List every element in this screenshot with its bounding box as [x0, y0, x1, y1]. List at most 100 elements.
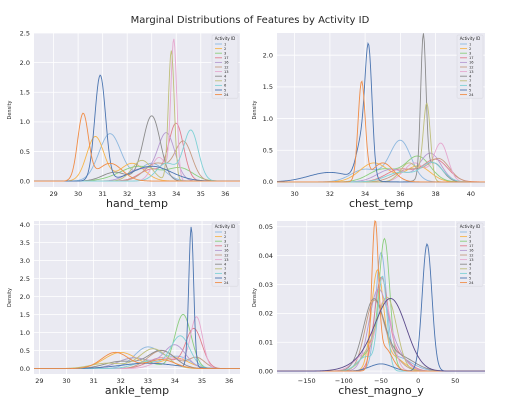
legend-entry: 2: [224, 47, 226, 51]
legend-entry: 24: [469, 93, 474, 97]
legend-entry: 3: [469, 52, 471, 56]
series-line-unlabeled: [277, 298, 485, 372]
legend-entry: 12: [469, 253, 474, 257]
x-tick-label: 30: [62, 377, 70, 385]
legend-entry: 4: [224, 75, 227, 79]
series-line-24: [34, 351, 240, 370]
legend-entry: 5: [224, 88, 226, 92]
y-tick-label: 0.5: [20, 148, 30, 156]
x-tick-label: 32: [117, 377, 125, 385]
legend-entry: 1: [469, 42, 471, 46]
legend-entry: 3: [469, 240, 471, 244]
legend-entry: 7: [224, 267, 226, 271]
x-tick-label: −150: [298, 377, 316, 385]
y-tick-label: 1.0: [20, 118, 30, 126]
x-tick-label: 35: [198, 377, 206, 385]
x-tick-label: 34: [361, 190, 369, 198]
panels-group: 29 30 31 32 33 34 35 360.00.51.01.52.02.5Densit…: [7, 29, 485, 397]
x-tick-label: 29: [49, 190, 57, 198]
legend-entry: 24: [469, 281, 474, 285]
legend-entry: 2: [469, 235, 471, 239]
legend-entry: 4: [469, 263, 472, 267]
legend-entry: 13: [224, 70, 229, 74]
legend-entry: 16: [469, 61, 474, 65]
y-axis-label: Density: [252, 288, 258, 307]
legend-entry: 7: [224, 79, 226, 83]
y-tick-label: 1.5: [20, 311, 30, 319]
x-tick-label: 32: [326, 190, 334, 198]
x-axis-label: chest_temp: [349, 197, 413, 210]
legend-entry: 1: [224, 230, 226, 234]
y-tick-label: 0.04: [259, 252, 273, 260]
legend-entry: 6: [469, 84, 472, 88]
y-tick-label: 3.5: [20, 239, 30, 247]
y-tick-label: 2.0: [20, 59, 30, 67]
legend-entry: 24: [224, 93, 229, 97]
legend-entry: 5: [469, 276, 471, 280]
y-tick-label: 4.0: [20, 221, 30, 229]
y-tick-label: 1.0: [263, 115, 273, 123]
y-tick-label: 3.0: [20, 257, 30, 265]
y-axis-label: Density: [7, 100, 13, 119]
legend-entry: 4: [224, 263, 227, 267]
panel-bottom-left: 29 30 31 32 33 34 35 360.00.51.01.52.02.53.03.5…: [7, 221, 240, 397]
legend-entry: 24: [224, 281, 229, 285]
series-line-24: [34, 112, 240, 182]
panel-top-left: 29 30 31 32 33 34 35 360.00.51.01.52.02.5Densit…: [7, 29, 240, 210]
x-tick-label: 50: [451, 377, 459, 385]
legend-entry: 7: [469, 267, 471, 271]
legend-entry: 12: [224, 253, 229, 257]
legend-entry: 17: [469, 56, 474, 60]
legend-entry: 2: [224, 235, 226, 239]
y-tick-label: 2.5: [20, 29, 30, 37]
y-tick-label: 0.01: [259, 339, 273, 347]
legend-entry: 7: [469, 79, 471, 83]
y-tick-label: 0.00: [259, 367, 273, 375]
legend-entry: 16: [224, 61, 229, 65]
legend-entry: 17: [469, 244, 474, 248]
x-tick-label: 30: [290, 190, 298, 198]
x-tick-label: 33: [148, 190, 156, 198]
x-axis-label: ankle_temp: [105, 384, 169, 397]
legend-entry: 1: [224, 42, 226, 46]
y-tick-label: 1.0: [20, 329, 30, 337]
figure-title: Marginal Distributions of Features by Ac…: [131, 15, 370, 26]
legend-entry: 3: [224, 240, 226, 244]
series-line-24: [277, 80, 485, 183]
legend-entry: 12: [469, 65, 474, 69]
legend-entry: 1: [469, 230, 471, 234]
plot-area: [34, 33, 240, 187]
y-tick-label: 2.0: [263, 51, 273, 59]
x-tick-label: 36: [225, 377, 233, 385]
legend-entry: 16: [224, 249, 229, 253]
legend-title: Activity ID: [460, 224, 481, 229]
x-axis-label: hand_temp: [106, 197, 168, 210]
y-tick-label: 0.0: [20, 177, 30, 185]
x-tick-label: −100: [335, 377, 353, 385]
x-tick-label: 29: [35, 377, 43, 385]
x-tick-label: 31: [99, 190, 107, 198]
x-tick-label: 38: [432, 190, 440, 198]
legend-entry: 17: [224, 244, 229, 248]
panel-bottom-right: −150 −100 −50 0 50 0.00 0.01 0.02 0.03 0.04 0.05 De…: [252, 220, 485, 397]
y-tick-label: 2.0: [20, 293, 30, 301]
y-tick-label: 2.5: [20, 275, 30, 283]
plot-area: [277, 33, 485, 187]
x-tick-label: −50: [374, 377, 388, 385]
legend-entry: 6: [469, 272, 472, 276]
y-tick-label: 0.05: [259, 223, 273, 231]
legend-title: Activity ID: [460, 36, 481, 41]
y-tick-label: 0.0: [20, 365, 30, 373]
x-tick-label: 30: [74, 190, 82, 198]
legend-entry: 6: [224, 272, 227, 276]
y-axis-label: Density: [252, 100, 258, 119]
x-tick-label: 0: [416, 377, 420, 385]
legend-entry: 2: [469, 47, 471, 51]
legend-entry: 4: [469, 75, 472, 79]
x-tick-label: 33: [144, 377, 152, 385]
legend-entry: 5: [469, 88, 471, 92]
